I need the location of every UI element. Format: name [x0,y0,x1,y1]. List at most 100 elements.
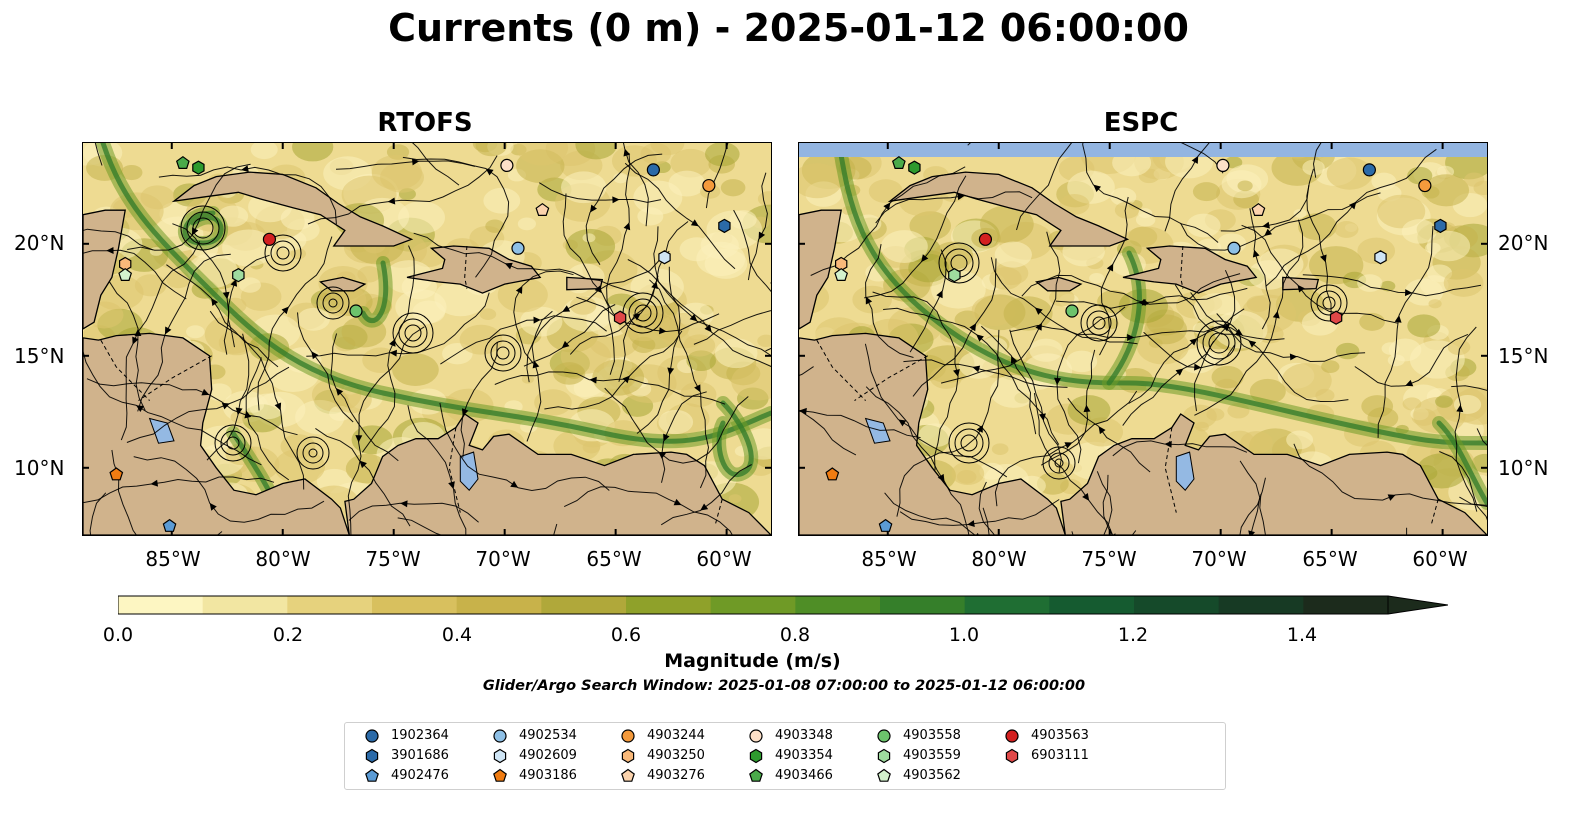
lon-label-right-85: 85°W [861,547,917,571]
legend-label: 3901686 [391,748,449,763]
search-window-text: Glider/Argo Search Window: 2025-01-08 07… [482,678,1086,694]
legend-label: 4903244 [647,728,705,743]
legend-marker-3901686 [365,748,379,764]
lat-label-left-15: 15°N [14,344,65,368]
float-marker-6903111 [1329,310,1343,325]
legend-label: 4903354 [775,748,833,763]
colorbar-segment [1134,596,1220,614]
legend-marker-4903466 [749,768,763,782]
float-marker-1902364 [646,163,660,177]
lon-label-right-80: 80°W [971,547,1027,571]
legend-marker-4903354 [749,748,763,764]
legend-label: 6903111 [1031,748,1089,763]
float-marker-4903348 [1216,158,1230,172]
float-marker-4903354 [192,160,205,175]
lon-label-right-60: 60°W [1412,547,1468,571]
lat-label-left-10: 10°N [14,456,65,480]
legend-label: 4903466 [775,768,833,783]
legend-marker-4902534 [493,729,507,743]
lon-label-left-80: 80°W [255,547,311,571]
float-marker-4903348 [500,158,514,172]
float-marker-4902609 [1374,250,1387,265]
lon-label-left-85: 85°W [145,547,201,571]
float-marker-4903559 [232,268,245,283]
legend-marker-1902364 [365,729,379,743]
legend-marker-4903348 [749,729,763,743]
legend-label: 4903348 [775,728,833,743]
lat-label-left-20: 20°N [14,231,65,255]
legend-label: 4903186 [519,768,577,783]
lon-label-left-70: 70°W [475,547,531,571]
colorbar-segment [964,596,1050,614]
float-marker-4903466 [175,155,190,169]
colorbar-tick-1: 0.2 [272,624,304,646]
legend-label: 4903562 [903,768,961,783]
colorbar [118,595,1448,615]
legend-marker-4903250 [621,748,635,764]
lon-label-left-65: 65°W [586,547,642,571]
float-marker-4903466 [891,155,906,169]
legend-marker-4903186 [493,768,507,782]
float-marker-4902476 [878,518,893,532]
float-marker-4903276 [1251,202,1266,217]
float-marker-4903186 [109,467,124,481]
float-marker-4902476 [162,518,177,532]
colorbar-extend-arrow [1388,596,1448,614]
colorbar-segment [118,596,204,614]
float-marker-4903244 [702,178,716,193]
panel-title-espc: ESPC [1103,108,1179,138]
float-marker-4903563 [978,232,993,246]
legend-marker-4902609 [493,748,507,764]
float-marker-4903562 [118,267,133,281]
panel-title-rtofs: RTOFS [377,108,473,138]
map-panel-rtofs[interactable] [82,142,772,536]
legend-marker-6903111 [1005,748,1019,764]
float-marker-4902534 [511,241,525,255]
lon-label-left-75: 75°W [365,547,421,571]
colorbar-tick-7: 1.4 [1286,624,1318,646]
legend-label: 1902364 [391,728,449,743]
colorbar-tick-4: 0.8 [779,624,811,646]
float-marker-3901686 [718,218,731,234]
legend-marker-4903563 [1005,729,1019,743]
figure-title: Currents (0 m) - 2025-01-12 06:00:00 [388,6,1189,50]
legend-marker-4903558 [877,729,891,743]
lat-label-right-15: 15°N [1498,344,1549,368]
legend-label: 4902609 [519,748,577,763]
lon-label-left-60: 60°W [696,547,752,571]
legend-label: 4903250 [647,748,705,763]
legend-label: 4903563 [1031,728,1089,743]
colorbar-segment [372,596,458,614]
map-panel-espc[interactable] [798,142,1488,536]
float-marker-4903558 [1065,304,1079,318]
colorbar-segment [710,596,796,614]
float-marker-3901686 [1434,218,1447,234]
float-marker-4903559 [948,268,961,283]
float-legend: 1902364 3901686 4902476 4902534 4902609 49031… [344,722,1226,790]
map-canvas-espc [799,143,1487,535]
legend-marker-4903276 [621,768,635,782]
legend-marker-4903562 [877,768,891,782]
lon-label-right-75: 75°W [1081,547,1137,571]
legend-marker-4903559 [877,748,891,764]
colorbar-segment [1049,596,1135,614]
colorbar-segment [1303,596,1389,614]
float-marker-4903562 [834,267,849,281]
colorbar-tick-6: 1.2 [1117,624,1149,646]
colorbar-tick-2: 0.4 [441,624,473,646]
legend-marker-4903244 [621,729,635,743]
colorbar-segment [202,596,288,614]
colorbar-segment [541,596,627,614]
legend-label: 4903559 [903,748,961,763]
float-marker-4902534 [1227,241,1241,255]
lat-label-right-10: 10°N [1498,456,1549,480]
lat-label-right-20: 20°N [1498,231,1549,255]
legend-label: 4902476 [391,768,449,783]
lon-label-right-70: 70°W [1191,547,1247,571]
colorbar-tick-0: 0.0 [102,624,134,646]
float-marker-4903276 [535,202,550,217]
colorbar-segment [880,596,966,614]
float-marker-4903558 [349,304,363,318]
legend-label: 4903558 [903,728,961,743]
colorbar-segment [1218,596,1304,614]
